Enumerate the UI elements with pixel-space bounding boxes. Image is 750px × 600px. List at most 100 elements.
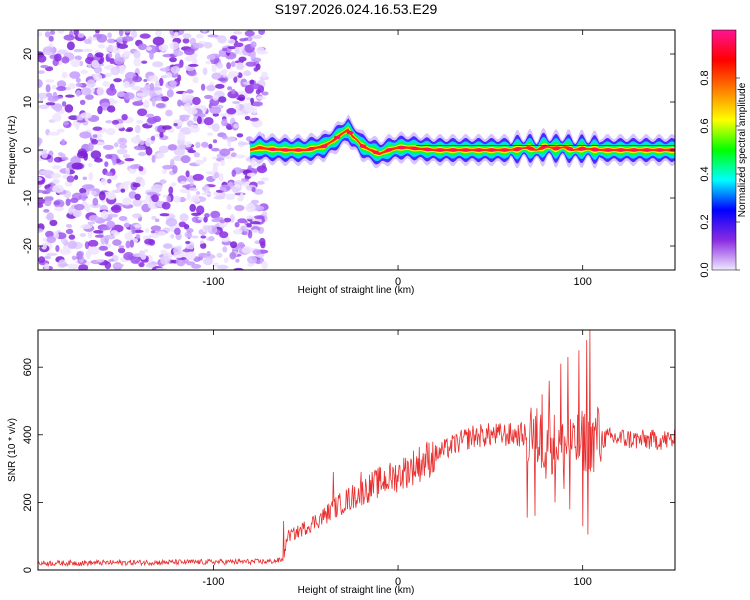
noise-blob — [38, 198, 46, 205]
noise-blob — [133, 57, 142, 67]
noise-blob — [154, 218, 160, 223]
noise-blob — [106, 220, 116, 229]
noise-blob — [123, 81, 130, 88]
noise-blob — [74, 203, 85, 211]
noise-blob — [160, 249, 167, 255]
noise-blob — [206, 84, 216, 92]
noise-blob — [116, 148, 128, 155]
snr-panel: -100 0 100 0 200 400 600 Height of straight l… — [7, 329, 676, 596]
noise-blob — [235, 258, 240, 263]
noise-blob — [186, 251, 196, 260]
noise-blob — [45, 79, 55, 83]
noise-blob — [86, 79, 96, 88]
noise-blob — [160, 255, 170, 265]
noise-blob — [132, 75, 143, 83]
noise-blob — [230, 61, 236, 68]
noise-blob — [221, 134, 228, 140]
noise-blob — [150, 230, 156, 234]
noise-blob — [131, 226, 136, 235]
noise-blob — [151, 194, 159, 203]
noise-blob — [43, 209, 50, 213]
noise-blob — [193, 152, 200, 158]
noise-blob — [250, 51, 256, 60]
noise-blob — [120, 188, 126, 193]
noise-blob — [112, 239, 122, 246]
snr-x-tick-label: 0 — [395, 576, 401, 588]
noise-blob — [90, 150, 102, 160]
ridge-hotspot — [489, 148, 496, 152]
noise-blob — [244, 30, 255, 37]
noise-blob — [117, 91, 126, 98]
noise-blob — [226, 107, 237, 115]
noise-blob — [85, 250, 92, 260]
noise-blob — [76, 150, 88, 159]
spectrogram-y-tick-label: 10 — [22, 96, 34, 108]
noise-blob — [190, 196, 201, 203]
noise-blob — [202, 257, 214, 266]
noise-blob — [183, 48, 195, 56]
noise-blob — [237, 197, 244, 202]
noise-blob — [75, 77, 81, 83]
noise-blob — [237, 90, 246, 95]
noise-blob — [110, 66, 121, 76]
noise-blob — [106, 87, 117, 96]
noise-blob — [138, 140, 145, 146]
noise-blob — [223, 217, 232, 223]
noise-blob — [118, 245, 125, 249]
noise-blob — [261, 91, 269, 96]
noise-blob — [165, 217, 178, 227]
noise-blob — [253, 67, 259, 72]
noise-blob — [61, 56, 70, 64]
noise-blob — [256, 165, 268, 174]
noise-blob — [219, 148, 231, 157]
noise-blob — [87, 221, 96, 225]
noise-blob — [179, 114, 191, 119]
noise-blob — [230, 88, 236, 95]
noise-blob — [169, 57, 177, 63]
noise-blob — [137, 108, 148, 117]
noise-blob — [132, 182, 141, 188]
noise-blob — [169, 41, 180, 50]
noise-blob — [133, 50, 141, 59]
noise-blob — [93, 230, 104, 234]
noise-blob — [41, 242, 47, 250]
noise-blob — [244, 115, 251, 121]
spectrogram-x-ticks: -100 0 100 — [202, 30, 592, 288]
noise-blob — [105, 171, 113, 177]
colorbar-tick-label: 0.0 — [699, 262, 711, 277]
figure-title: S197.2026.024.16.53.E29 — [275, 1, 438, 17]
noise-blob — [196, 116, 202, 125]
noise-blob — [168, 214, 176, 219]
noise-blob — [93, 73, 103, 82]
ridge-hotspot — [411, 146, 418, 151]
noise-blob — [228, 147, 235, 152]
noise-blob — [63, 120, 69, 126]
noise-blob — [151, 154, 156, 163]
noise-blob — [151, 215, 157, 220]
noise-blob — [69, 71, 81, 79]
noise-blob — [158, 145, 170, 154]
noise-blob — [192, 96, 201, 106]
noise-blob — [145, 138, 152, 147]
noise-blob — [261, 211, 268, 216]
noise-blob — [254, 240, 261, 244]
noise-blob — [80, 224, 93, 230]
noise-blob — [114, 142, 119, 148]
noise-blob — [129, 164, 139, 170]
noise-blob — [117, 43, 128, 49]
noise-blob — [165, 109, 173, 117]
noise-blob — [123, 50, 131, 57]
spectrogram-y-tick-label: -10 — [22, 190, 34, 206]
noise-blob — [95, 52, 104, 58]
ridge-hotspot — [372, 150, 380, 155]
noise-blob — [180, 155, 191, 164]
noise-blob — [260, 177, 270, 182]
noise-blob — [68, 234, 76, 240]
noise-blob — [227, 90, 239, 99]
noise-blob — [149, 51, 154, 60]
noise-blob — [136, 120, 143, 124]
noise-blob — [170, 234, 175, 239]
noise-blob — [256, 96, 266, 100]
noise-blob — [45, 102, 56, 106]
